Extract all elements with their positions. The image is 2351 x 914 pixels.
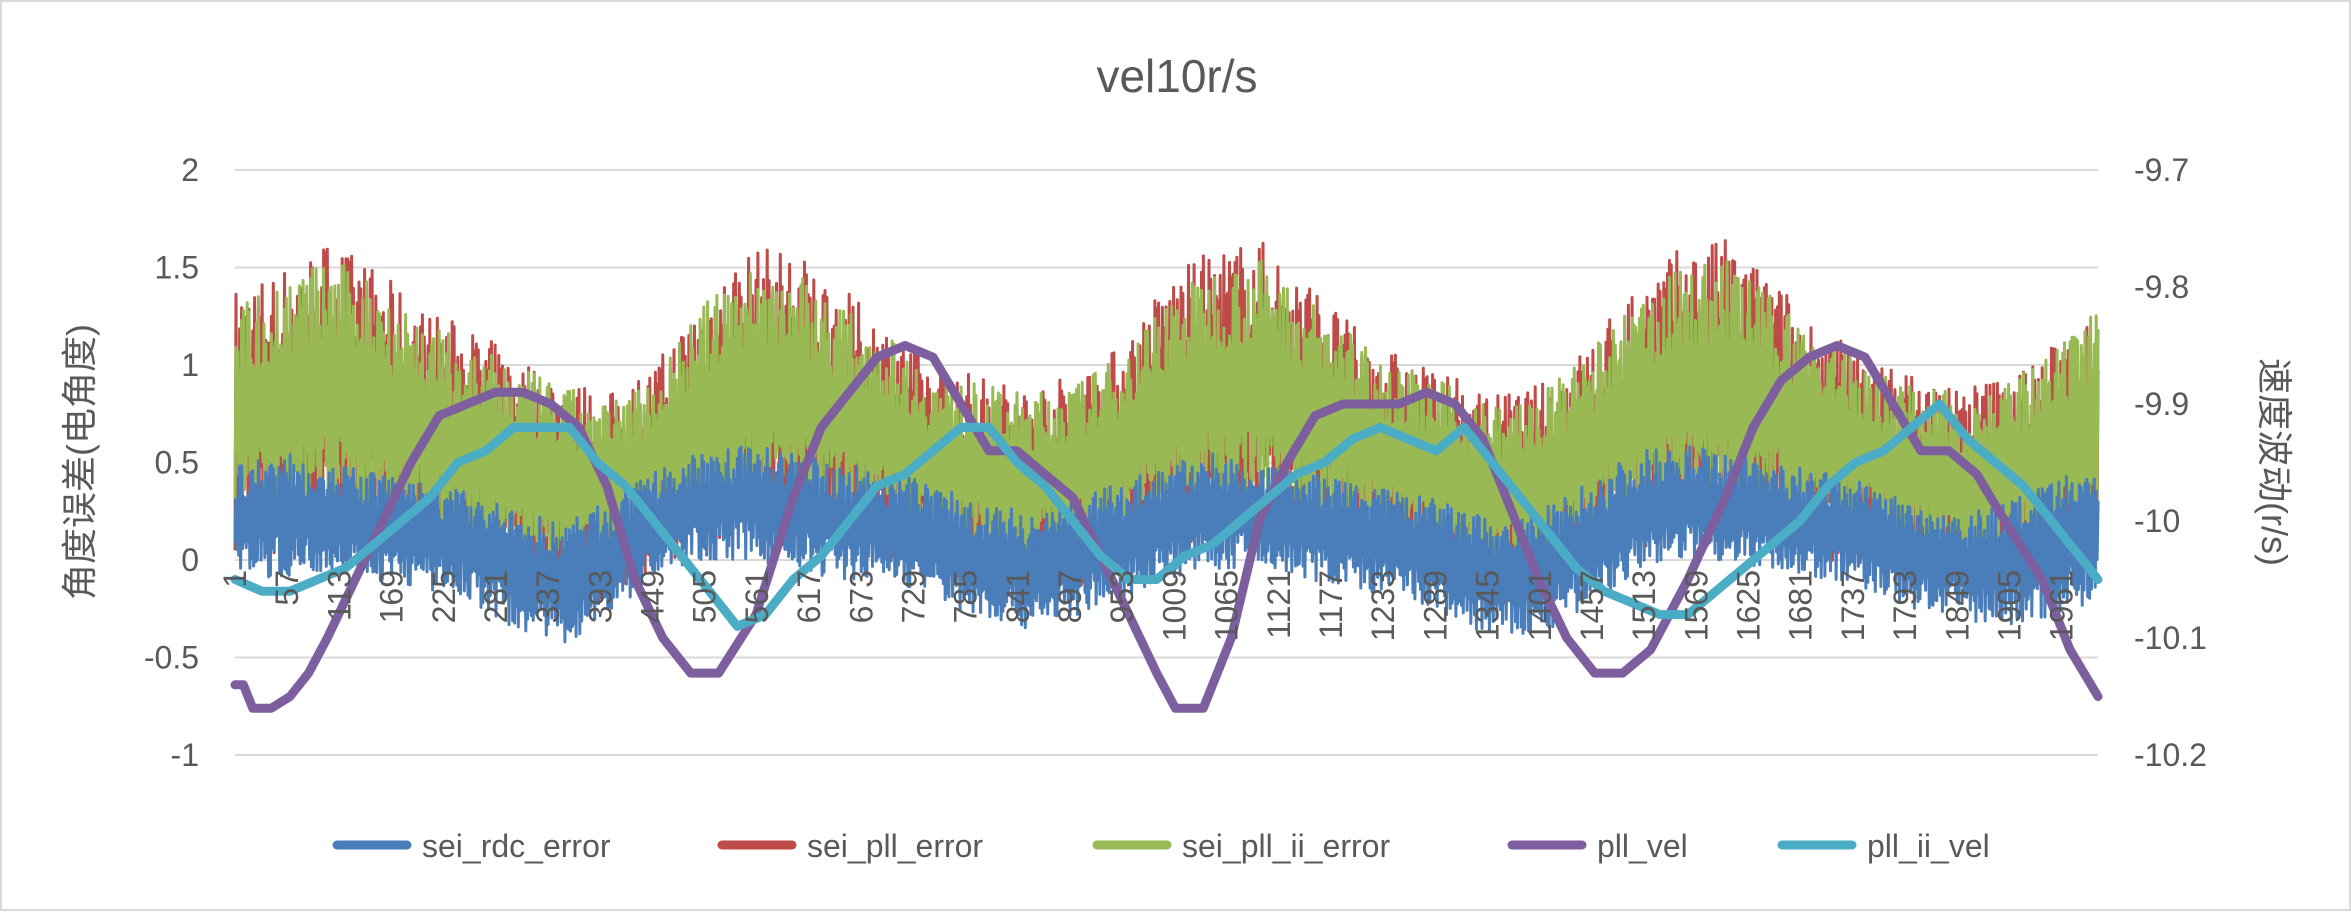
y-axis-label: 角度误差(电角度) [59,324,100,600]
x-tick-label: 1177 [1313,570,1349,639]
y2-tick-label: -10 [2134,503,2180,539]
x-tick-label: 1457 [1574,570,1610,641]
x-tick-label: 1065 [1209,570,1245,641]
x-tick-label: 1681 [1783,570,1819,641]
x-tick-label: 337 [530,570,566,623]
x-tick-label: 841 [1000,570,1036,623]
y-tick-label: -1 [171,737,199,773]
x-tick-label: 1401 [1522,570,1558,641]
x-tick-label: 1849 [1939,570,1975,641]
x-tick-label: 225 [426,570,462,623]
y-tick-label: -0.5 [144,640,199,676]
y2-tick-label: -9.8 [2134,269,2189,305]
x-tick-label: 1961 [2044,570,2080,641]
y-tick-label: 2 [181,152,199,188]
x-tick-label: 1737 [1835,570,1871,641]
x-tick-label: 57 [269,570,305,606]
legend-label-sei_pll_error: sei_pll_error [807,828,983,864]
x-tick-label: 1905 [1992,570,2028,641]
legend-label-pll_vel: pll_vel [1597,828,1688,864]
y2-axis-label: 速度波动(r/s) [2254,358,2295,566]
y2-tick-label: -10.1 [2134,620,2207,656]
x-tick-label: 1233 [1365,570,1401,641]
x-tick-label: 1289 [1417,570,1453,641]
x-tick-label: 505 [687,570,723,623]
x-tick-label: 617 [791,570,827,623]
series-line-pll_ii_vel [230,399,2103,631]
legend-label-sei_pll_ii_error: sei_pll_ii_error [1182,828,1390,864]
x-tick-label: 113 [321,570,357,621]
x-tick-label: 729 [896,570,932,623]
x-tick-label: 393 [582,570,618,623]
series-layer [230,239,2103,713]
x-tick-label: 1569 [1678,570,1714,641]
legend: sei_rdc_error sei_pll_error sei_pll_ii_err… [332,828,1990,864]
y2-axis-ticks: -9.7 -9.8 -9.9 -10 -10.1 -10.2 [2134,152,2207,773]
legend-label-pll_ii_vel: pll_ii_vel [1867,828,1990,864]
x-tick-label: 673 [843,570,879,623]
x-tick-label: 1625 [1731,570,1767,641]
y2-tick-label: -10.2 [2134,737,2207,773]
x-tick-label: 1 [217,570,253,588]
chart-title: vel10r/s [1096,50,1257,102]
x-tick-label: 953 [1104,570,1140,623]
x-tick-label: 1009 [1156,570,1192,641]
x-tick-label: 169 [374,570,410,623]
y2-tick-label: -9.7 [2134,152,2189,188]
series-line-sei_rdc_error [233,445,2100,644]
x-tick-label: 281 [478,570,514,623]
x-tick-label: 785 [948,570,984,623]
y-tick-label: 1.5 [155,250,199,286]
x-tick-label: 449 [635,570,671,623]
x-tick-label: 1121 [1261,570,1297,639]
x-tick-label: 561 [739,570,775,623]
y-tick-label: 1 [181,347,199,383]
x-tick-label: 1345 [1470,570,1506,641]
y2-tick-label: -9.9 [2134,386,2189,422]
y-axis-ticks: 2 1.5 1 0.5 0 -0.5 -1 [144,152,199,773]
legend-label-sei_rdc_error: sei_rdc_error [422,828,611,864]
x-axis-ticks: 1 57 113 169 225 281 337 393 449 505 561 617 673 729 7… [217,570,2080,641]
x-tick-label: 1513 [1626,570,1662,641]
x-tick-label: 897 [1052,570,1088,623]
y-tick-label: 0 [181,542,199,578]
series-line-pll_vel [230,341,2103,713]
y-tick-label: 0.5 [155,445,199,481]
x-tick-label: 1793 [1887,570,1923,641]
